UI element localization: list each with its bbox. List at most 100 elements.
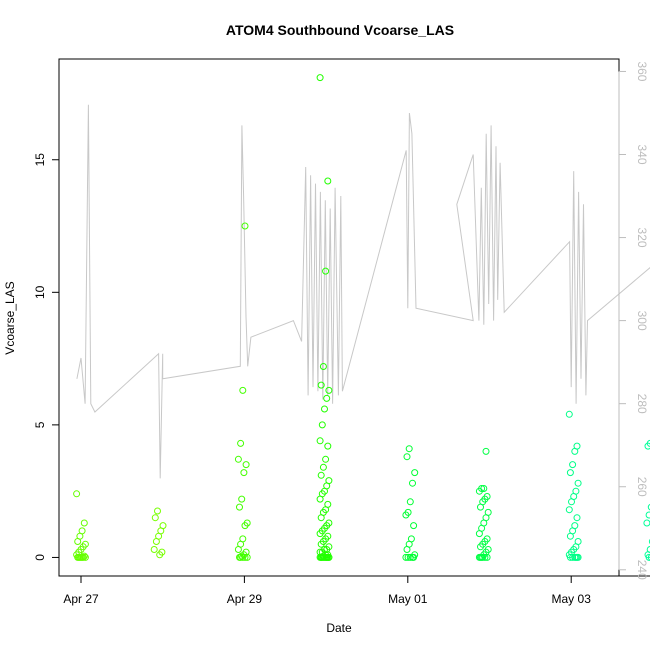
scatter-point bbox=[406, 498, 414, 506]
scatter-point bbox=[240, 469, 248, 477]
scatter-cluster bbox=[316, 74, 333, 561]
scatter-point bbox=[403, 453, 411, 461]
altitude-line bbox=[76, 104, 650, 479]
scatter-point bbox=[317, 471, 325, 479]
scatter-point bbox=[241, 553, 249, 561]
scatter-point bbox=[317, 514, 325, 522]
altitude-line-layer bbox=[76, 104, 650, 479]
scatter-point bbox=[154, 507, 161, 515]
scatter-point bbox=[323, 394, 331, 402]
y2-tick-label: 320 bbox=[635, 228, 649, 248]
scatter-point bbox=[574, 553, 582, 561]
x-tick-label: Apr 29 bbox=[227, 592, 263, 606]
y2-tick-label: 300 bbox=[635, 311, 649, 331]
scatter-cluster bbox=[73, 490, 89, 561]
scatter-point bbox=[647, 554, 650, 561]
y2-tick-label: 360 bbox=[635, 61, 649, 81]
scatter-point bbox=[410, 522, 418, 530]
scatter-point bbox=[572, 553, 580, 561]
x-tick-label: May 03 bbox=[552, 592, 592, 606]
y-tick-label: 0 bbox=[33, 554, 47, 561]
scatter-point bbox=[409, 479, 416, 487]
scatter-point bbox=[316, 437, 324, 445]
scatter-point bbox=[316, 74, 324, 82]
y-tick-label: 5 bbox=[33, 421, 47, 428]
y2-tick-label: 340 bbox=[635, 144, 649, 164]
scatter-point bbox=[410, 553, 418, 561]
scatter-point bbox=[477, 543, 484, 551]
scatter-point bbox=[151, 514, 159, 522]
scatter-point bbox=[319, 363, 327, 370]
scatter-cluster bbox=[234, 222, 251, 561]
scatter-point bbox=[156, 551, 164, 559]
scatter-point bbox=[647, 503, 650, 511]
scatter-point bbox=[574, 479, 582, 487]
scatter-point bbox=[475, 487, 483, 495]
scatter-point bbox=[80, 519, 88, 527]
scatter-point bbox=[317, 381, 325, 389]
scatter-point bbox=[648, 538, 650, 545]
chart-title: ATOM4 Southbound Vcoarse_LAS bbox=[226, 22, 454, 38]
y-axis-label: Vcoarse_LAS bbox=[3, 281, 17, 354]
scatter-point bbox=[317, 540, 325, 548]
scatter-cluster bbox=[150, 507, 167, 559]
scatter-cluster bbox=[643, 439, 650, 561]
scatter-point bbox=[565, 506, 573, 514]
scatter-point bbox=[242, 461, 250, 469]
scatter-point bbox=[405, 445, 413, 453]
scatter-point bbox=[239, 553, 247, 561]
scatter-point bbox=[239, 386, 247, 394]
scatter-point bbox=[645, 511, 650, 519]
y2-tick-label: 260 bbox=[635, 477, 649, 497]
y2-tick-label: 240 bbox=[635, 560, 649, 580]
x-axis-label: Date bbox=[326, 621, 352, 635]
scatter-point bbox=[566, 469, 574, 477]
scatter-point bbox=[319, 463, 327, 471]
scatter-point bbox=[322, 455, 330, 463]
scatter-point bbox=[77, 553, 85, 561]
scatter-point bbox=[321, 405, 328, 413]
scatter-point bbox=[243, 553, 251, 561]
scatter-point bbox=[152, 538, 160, 545]
y-axis-left: 0 5 10 15 bbox=[33, 153, 60, 561]
scatter-point bbox=[573, 514, 581, 522]
scatter-point bbox=[477, 553, 484, 561]
scatter-point bbox=[646, 546, 650, 553]
scatter-point bbox=[475, 530, 483, 538]
scatter-point bbox=[483, 553, 491, 561]
scatter-point bbox=[479, 553, 487, 561]
scatter-point bbox=[241, 522, 249, 530]
scatter-point bbox=[403, 546, 411, 553]
scatter-point bbox=[150, 546, 158, 553]
scatter-point bbox=[234, 546, 242, 553]
scatter-point bbox=[322, 267, 330, 275]
scatter-point bbox=[75, 553, 83, 561]
scatter-point bbox=[477, 503, 484, 511]
scatter-point bbox=[402, 511, 410, 519]
scatter-point bbox=[481, 553, 489, 561]
scatter-point bbox=[569, 461, 577, 469]
scatter-point bbox=[323, 553, 331, 561]
y-tick-label: 15 bbox=[33, 153, 47, 167]
scatter-point bbox=[324, 177, 332, 185]
scatter-point bbox=[241, 222, 249, 230]
scatter-point bbox=[325, 386, 333, 394]
scatter-point bbox=[402, 553, 410, 561]
x-tick-label: May 01 bbox=[388, 592, 428, 606]
scatter-point bbox=[482, 447, 490, 455]
scatter-point bbox=[411, 469, 419, 477]
scatter-point bbox=[645, 553, 650, 561]
scatter-point bbox=[644, 442, 650, 450]
scatter-point bbox=[566, 532, 574, 540]
scatter-cluster bbox=[565, 410, 582, 561]
scatter-point bbox=[324, 442, 332, 450]
scatter-point bbox=[237, 553, 245, 561]
scatter-point bbox=[316, 495, 324, 503]
y2-tick-label: 280 bbox=[635, 394, 649, 414]
scatter-point bbox=[238, 495, 246, 503]
scatter-point bbox=[316, 530, 324, 538]
scatter-point bbox=[79, 553, 87, 561]
